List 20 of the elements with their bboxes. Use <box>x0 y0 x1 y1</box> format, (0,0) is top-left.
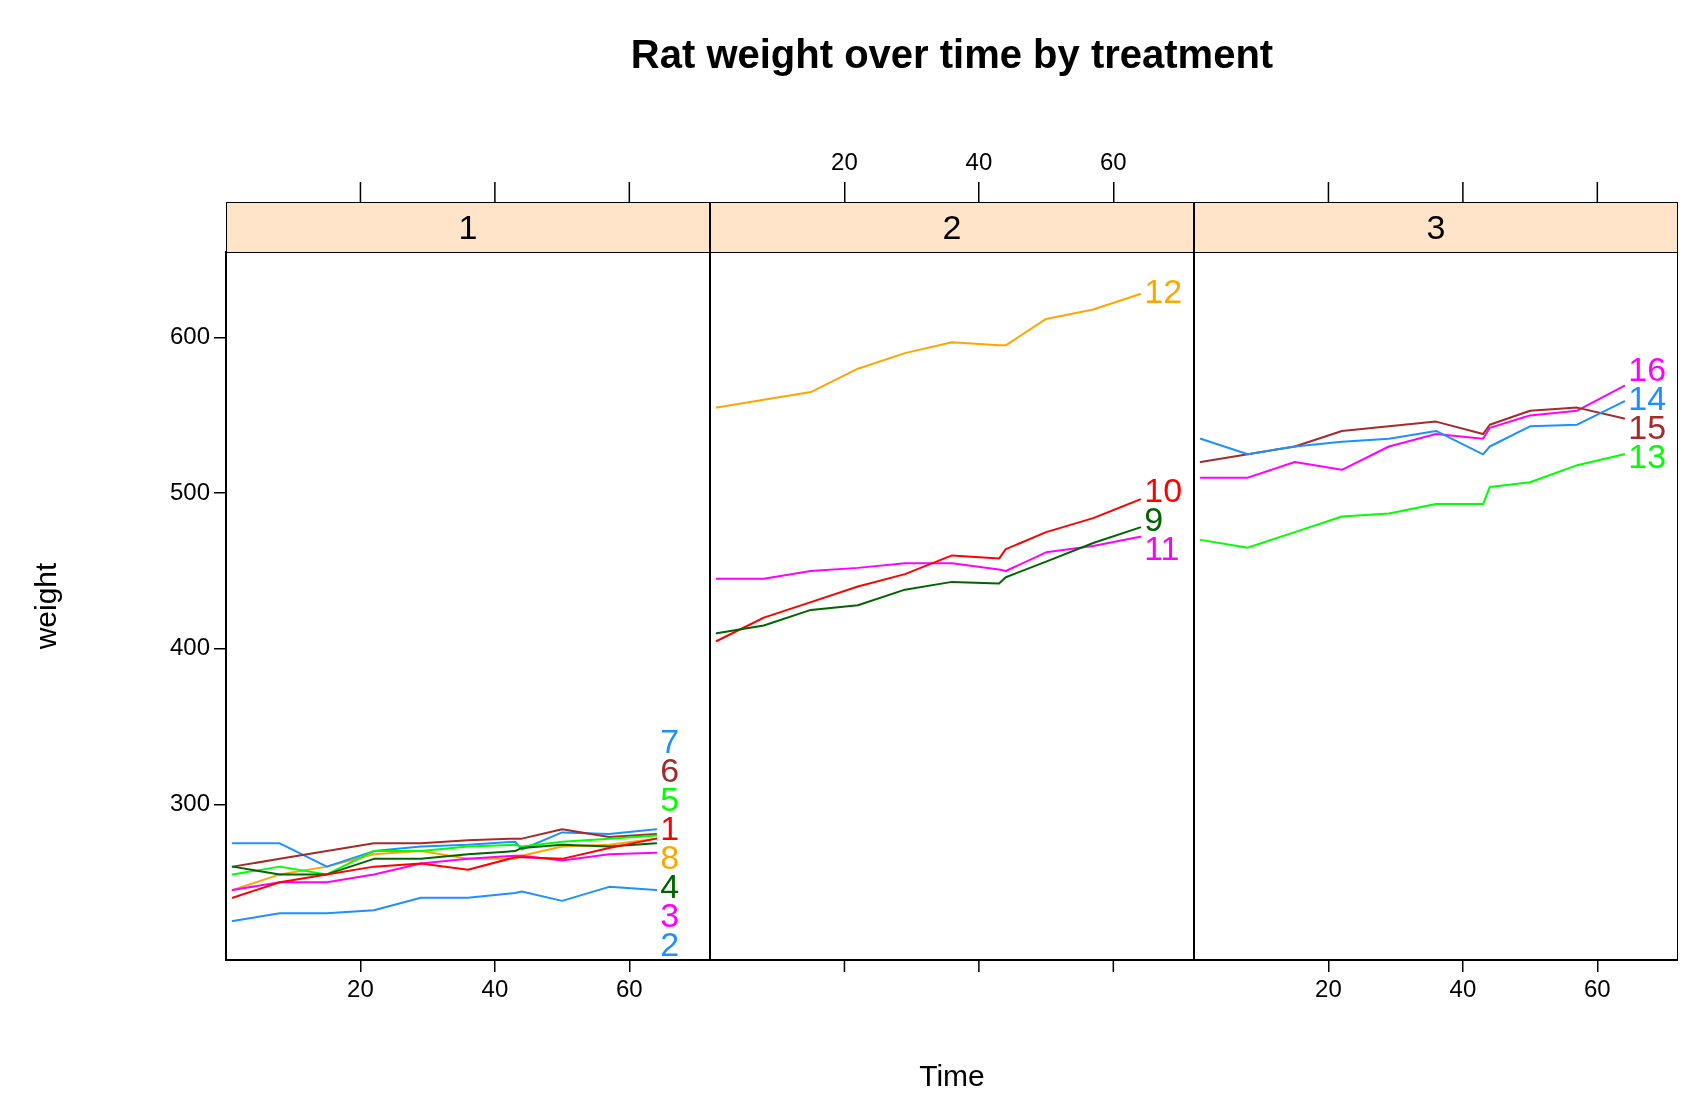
x-tick-label: 40 <box>481 975 509 1003</box>
x-tick-label: 40 <box>965 148 993 176</box>
x-tick-label: 60 <box>1099 148 1127 176</box>
y-tick-label: 400 <box>169 633 210 661</box>
series-label: 12 <box>1144 272 1183 311</box>
chart-title: Rat weight over time by treatment <box>629 32 1275 77</box>
x-tick-label: 60 <box>1583 975 1611 1003</box>
y-tick-label: 500 <box>169 477 210 505</box>
y-tick-label: 300 <box>169 789 210 817</box>
strip-header: 2 <box>710 202 1194 253</box>
x-tick-label: 20 <box>347 975 374 1003</box>
x-axis-title: Time <box>919 1059 985 1093</box>
y-tick-label: 600 <box>169 322 210 350</box>
x-tick-label: 60 <box>615 975 643 1003</box>
x-tick-label: 20 <box>831 148 858 176</box>
x-tick-label: 40 <box>1449 975 1477 1003</box>
y-axis-title: weight <box>29 561 63 651</box>
strip-header: 3 <box>1194 202 1678 253</box>
x-tick-label: 20 <box>1315 975 1342 1003</box>
strip-header: 1 <box>226 202 710 253</box>
